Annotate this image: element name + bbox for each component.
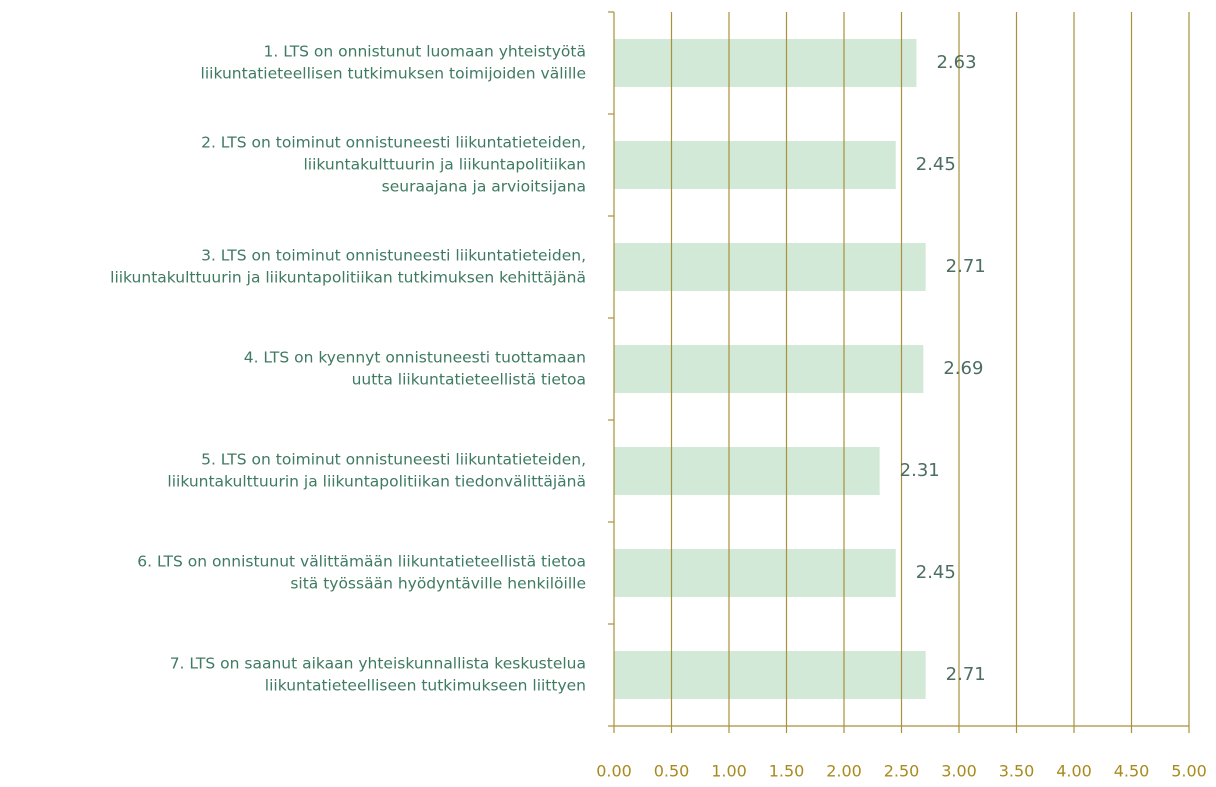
bar: [614, 549, 896, 597]
x-tick-label: 5.00: [1171, 762, 1207, 781]
x-tick-label: 4.50: [1114, 762, 1150, 781]
x-tick-label: 2.50: [884, 762, 920, 781]
x-tick-label: 1.00: [711, 762, 747, 781]
bar: [614, 345, 924, 393]
bar: [614, 141, 896, 189]
bar: [614, 447, 880, 495]
category-label: uutta liikuntatieteellistä tietoa: [352, 371, 586, 389]
category-label: 3. LTS on toiminut onnistuneesti liikunt…: [201, 247, 586, 265]
category-label: 4. LTS on kyennyt onnistuneesti tuottama…: [244, 349, 586, 367]
x-tick-label: 0.00: [596, 762, 632, 781]
value-label: 2.31: [900, 460, 940, 481]
category-label: sitä työssään hyödyntäville henkilöille: [290, 575, 586, 593]
category-label: 1. LTS on onnistunut luomaan yhteistyötä: [263, 43, 586, 61]
x-tick-label: 3.00: [941, 762, 977, 781]
value-label: 2.45: [916, 154, 956, 175]
bar: [614, 39, 917, 87]
value-label: 2.45: [916, 562, 956, 583]
x-tick-label: 1.50: [769, 762, 805, 781]
category-label: 6. LTS on onnistunut välittämään liikunt…: [137, 553, 586, 571]
bar: [614, 243, 926, 291]
category-label: liikuntakulttuurin ja liikuntapolitiikan: [303, 156, 586, 174]
x-tick-label: 2.00: [826, 762, 862, 781]
value-label: 2.69: [943, 358, 983, 379]
value-label: 2.71: [946, 256, 986, 277]
category-label: 2. LTS on toiminut onnistuneesti liikunt…: [201, 134, 586, 152]
category-label: liikuntakulttuurin ja liikuntapolitiikan…: [110, 269, 586, 287]
bar: [614, 651, 926, 699]
category-label: 5. LTS on toiminut onnistuneesti liikunt…: [201, 451, 586, 469]
x-tick-label: 3.50: [999, 762, 1035, 781]
category-label: liikuntakulttuurin ja liikuntapolitiikan…: [167, 473, 586, 491]
x-tick-label: 0.50: [654, 762, 690, 781]
category-label: liikuntatieteelliseen tutkimukseen liitt…: [265, 677, 586, 695]
category-label: seuraajana ja arvioitsijana: [382, 178, 586, 196]
category-label: liikuntatieteellisen tutkimuksen toimijo…: [201, 65, 586, 83]
value-label: 2.63: [936, 52, 976, 73]
category-label: 7. LTS on saanut aikaan yhteiskunnallist…: [170, 655, 586, 673]
x-tick-label: 4.00: [1056, 762, 1092, 781]
value-label: 2.71: [946, 664, 986, 685]
